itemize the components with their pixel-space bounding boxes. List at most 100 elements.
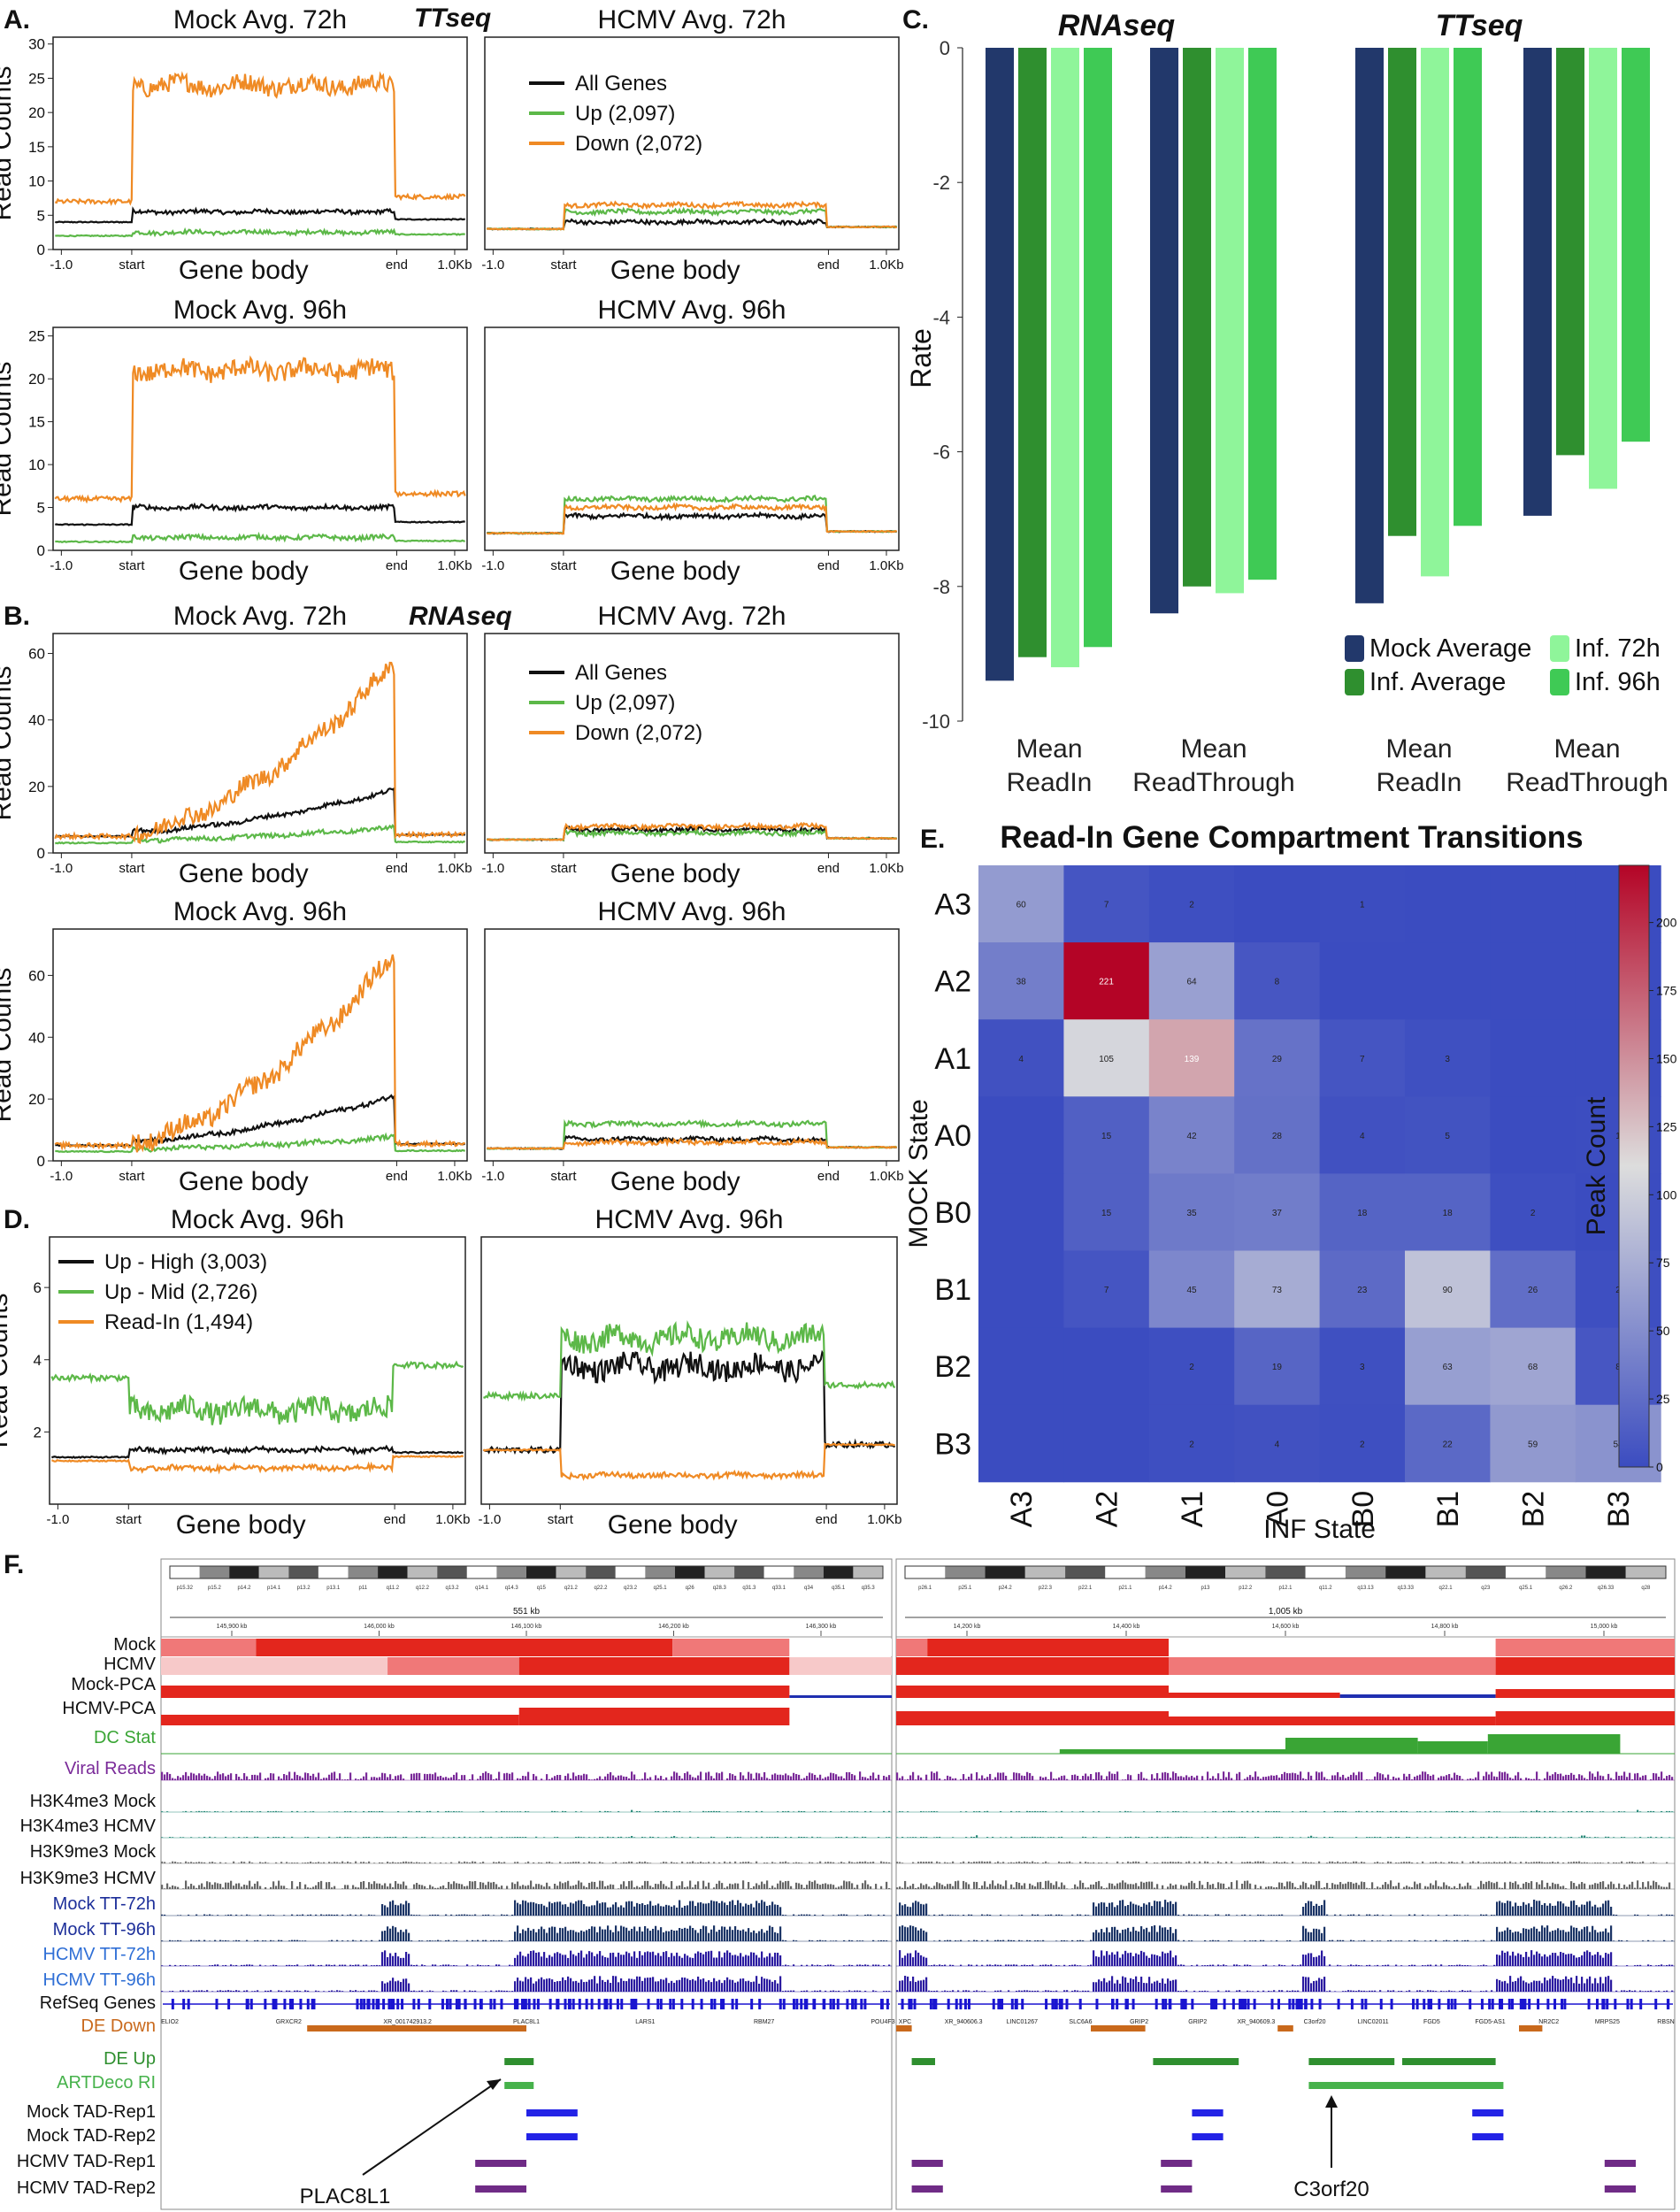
signal-bar: [1488, 1836, 1491, 1838]
signal-bar: [1387, 1964, 1390, 1966]
signal-bar: [859, 1964, 862, 1966]
signal-bar: [1454, 1991, 1456, 1992]
signal-bar: [753, 1981, 756, 1992]
signal-bar: [586, 1954, 588, 1966]
signal-bar: [1440, 1862, 1443, 1863]
signal-bar: [1175, 1837, 1178, 1838]
signal-bar: [931, 1771, 933, 1780]
signal-bar: [1013, 1772, 1016, 1780]
signal-bar: [888, 1810, 891, 1812]
signal-bar: [1565, 1774, 1568, 1780]
signal-bar: [575, 1776, 578, 1780]
signal-bar: [957, 1940, 960, 1941]
signal-bar: [559, 1927, 562, 1941]
signal-bar: [1127, 1861, 1130, 1863]
signal-bar: [482, 1862, 485, 1863]
signal-bar: [1231, 1778, 1233, 1780]
signal-bar: [1074, 1774, 1077, 1780]
signal-bar: [453, 1964, 456, 1966]
signal-bar: [1061, 1939, 1063, 1941]
signal-bar: [206, 1811, 209, 1812]
signal-bar: [541, 1778, 543, 1780]
signal-bar: [1599, 1811, 1602, 1812]
signal-bar: [538, 1884, 541, 1889]
signal-bar: [1350, 1774, 1353, 1780]
signal-bar: [357, 1964, 360, 1966]
signal-bar: [777, 1952, 779, 1966]
signal-bar: [676, 1930, 679, 1941]
signal-bar: [1260, 1886, 1262, 1889]
signal-bar: [694, 1906, 697, 1916]
exon: [955, 1999, 958, 2009]
signal-bar: [941, 1885, 944, 1889]
signal-bar: [243, 1772, 246, 1780]
signal-bar: [365, 1837, 368, 1838]
signal-bar: [296, 1939, 299, 1941]
signal-bar: [1034, 1886, 1037, 1889]
signal-bar: [628, 1931, 631, 1941]
signal-bar: [676, 1811, 679, 1812]
signal-bar: [1047, 1779, 1050, 1780]
signal-bar: [445, 1964, 448, 1966]
signal-bar: [1082, 1776, 1085, 1780]
track-label: Mock TAD-Rep2: [27, 2126, 156, 2146]
signal-bar: [395, 1927, 397, 1941]
signal-bar: [777, 1983, 779, 1992]
signal-bar: [1517, 1837, 1520, 1838]
signal-bar: [190, 1837, 193, 1838]
signal-bar: [1650, 1778, 1653, 1780]
signal-bar: [1204, 1888, 1207, 1889]
exon: [227, 1999, 231, 2009]
signal-bar: [854, 1990, 856, 1992]
signal-bar: [1358, 1810, 1361, 1812]
signal-bar: [681, 1778, 684, 1780]
signal-bar: [418, 1940, 421, 1941]
signal-bar: [421, 1990, 424, 1992]
signal-bar: [612, 1976, 615, 1992]
signal-bar: [976, 1990, 978, 1992]
signal-bar: [527, 1978, 530, 1992]
signal-bar: [525, 1901, 527, 1916]
signal-bar: [556, 1811, 559, 1812]
signal-bar: [1170, 1862, 1172, 1863]
signal-bar: [1207, 1915, 1209, 1916]
signal-bar: [1178, 1939, 1180, 1941]
signal-bar: [1032, 1776, 1034, 1780]
signal-bar: [501, 1940, 503, 1941]
signal-bar: [1592, 1773, 1594, 1780]
signal-bar: [1350, 1990, 1353, 1992]
signal-bar: [1631, 1861, 1634, 1863]
heatmap-cell: [1405, 1327, 1491, 1406]
signal-bar: [485, 1837, 487, 1838]
signal-bar: [777, 1836, 779, 1838]
signal-bar: [578, 1952, 580, 1966]
bar: [1523, 48, 1552, 516]
signal-bar: [302, 1778, 304, 1780]
signal-bar: [575, 1862, 578, 1863]
signal-bar: [870, 1886, 872, 1889]
signal-bar: [899, 1811, 901, 1812]
signal-bar: [1095, 1881, 1098, 1889]
signal-bar: [748, 1811, 750, 1812]
signal-bar: [633, 1837, 636, 1838]
band-label: q13.33: [1398, 1586, 1415, 1591]
exon: [603, 1999, 607, 2009]
signal-bar: [426, 1940, 429, 1941]
exon: [367, 1999, 371, 2009]
signal-bar: [1124, 1906, 1127, 1916]
signal-bar: [445, 1914, 448, 1916]
signal-bar: [763, 1884, 766, 1889]
signal-bar: [543, 1905, 546, 1916]
track-label: Viral Reads: [65, 1759, 156, 1778]
signal-bar: [291, 1965, 294, 1966]
signal-bar: [1520, 1837, 1523, 1838]
signal-bar: [1087, 1915, 1090, 1916]
exon: [375, 1999, 379, 2009]
signal-bar: [466, 1939, 469, 1941]
signal-bar: [1390, 1862, 1392, 1863]
signal-bar: [1432, 1885, 1435, 1889]
signal-bar: [1355, 1861, 1358, 1863]
signal-bar: [461, 1811, 464, 1812]
signal-bar: [519, 1886, 522, 1889]
signal-bar: [734, 1982, 737, 1992]
